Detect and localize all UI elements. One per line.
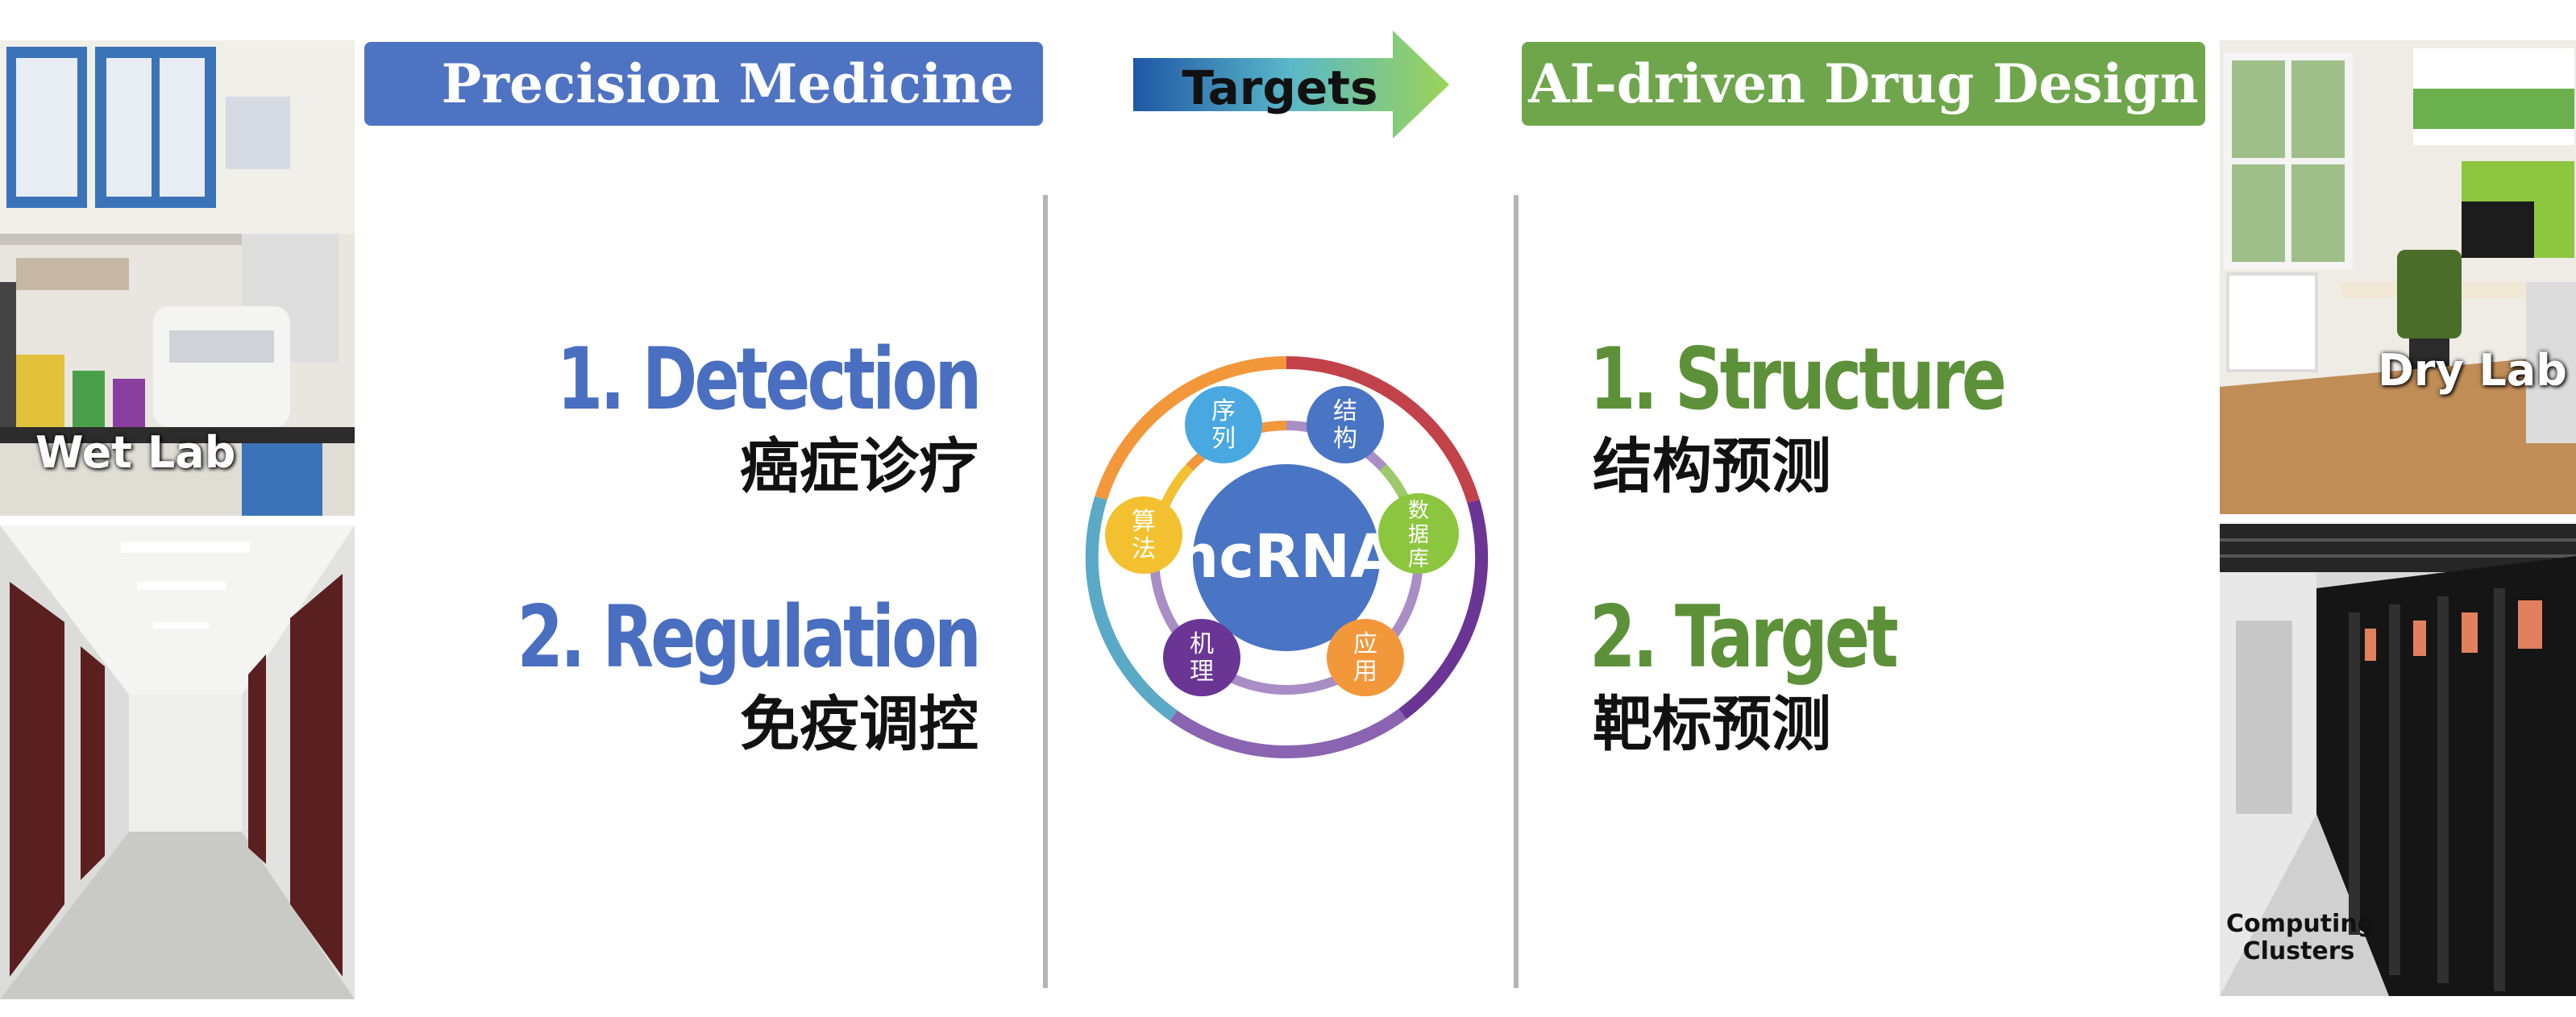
left-divider bbox=[1043, 195, 1048, 988]
ncrna-hub bbox=[1193, 464, 1380, 651]
detection-title: 1. Detection bbox=[556, 330, 982, 429]
satellite-mechanism: 机 理 bbox=[1163, 619, 1240, 696]
outer-ring-orange bbox=[1095, 356, 1287, 500]
satellite-sequence: 序 列 bbox=[1185, 386, 1262, 463]
regulation-subtitle: 免疫调控 bbox=[740, 690, 978, 759]
computing-clusters-label-line1: Computing bbox=[2226, 910, 2375, 938]
ai-drug-design-header: AI-driven Drug Design bbox=[1522, 42, 2205, 126]
svg-text:据: 据 bbox=[1408, 523, 1429, 547]
target-subtitle: 靶标预测 bbox=[1593, 690, 1831, 759]
wet-lab-label: Wet Lab bbox=[35, 427, 236, 478]
svg-text:库: 库 bbox=[1408, 547, 1429, 571]
computing-clusters-label: Computing Clusters bbox=[2226, 910, 2375, 965]
ncrna-hub-label: ncRNA bbox=[1177, 522, 1397, 592]
detection-subtitle: 癌症诊疗 bbox=[740, 432, 978, 501]
ncrna-wheel: ncRNA 序 列 结 构 数 据 库 应 用 机 理 算 法 bbox=[1085, 355, 1489, 759]
outer-ring-teal bbox=[1085, 496, 1178, 721]
outer-ring-red bbox=[1286, 355, 1480, 504]
precision-medicine-header: Precision Medicine bbox=[364, 42, 1043, 126]
computing-clusters-label-line2: Clusters bbox=[2242, 937, 2355, 965]
targets-arrow-label: Targets bbox=[1182, 60, 1378, 115]
svg-text:应: 应 bbox=[1353, 630, 1377, 658]
regulation-title: 2. Regulation bbox=[517, 587, 982, 687]
satellite-database: 数 据 库 bbox=[1378, 493, 1459, 574]
svg-text:用: 用 bbox=[1353, 658, 1377, 686]
structure-title: 1. Structure bbox=[1589, 330, 2007, 429]
svg-text:算: 算 bbox=[1132, 508, 1156, 536]
dry-lab-label: Dry Lab bbox=[2378, 345, 2567, 396]
targets-arrow bbox=[1133, 31, 1449, 139]
corridor-photo bbox=[0, 525, 355, 999]
svg-text:列: 列 bbox=[1211, 425, 1236, 453]
svg-text:机: 机 bbox=[1190, 630, 1214, 658]
target-title: 2. Target bbox=[1589, 587, 1899, 687]
svg-text:数: 数 bbox=[1408, 499, 1429, 523]
computing-clusters-photo: Computing Clusters bbox=[2220, 524, 2576, 996]
svg-text:法: 法 bbox=[1132, 535, 1156, 563]
dry-lab-photo: Dry Lab bbox=[2220, 40, 2576, 514]
wet-lab-photo: Wet Lab bbox=[0, 40, 355, 516]
svg-text:理: 理 bbox=[1190, 658, 1214, 686]
satellite-algorithm: 算 法 bbox=[1105, 496, 1182, 574]
satellite-structure: 结 构 bbox=[1307, 386, 1384, 463]
svg-text:序: 序 bbox=[1211, 397, 1236, 425]
outer-ring-purple bbox=[1398, 499, 1489, 720]
svg-text:构: 构 bbox=[1333, 425, 1357, 453]
svg-text:结: 结 bbox=[1333, 397, 1357, 425]
outer-ring-violet bbox=[1170, 708, 1406, 759]
structure-subtitle: 结构预测 bbox=[1593, 432, 1831, 501]
right-divider bbox=[1514, 195, 1519, 988]
satellite-application: 应 用 bbox=[1327, 619, 1404, 696]
